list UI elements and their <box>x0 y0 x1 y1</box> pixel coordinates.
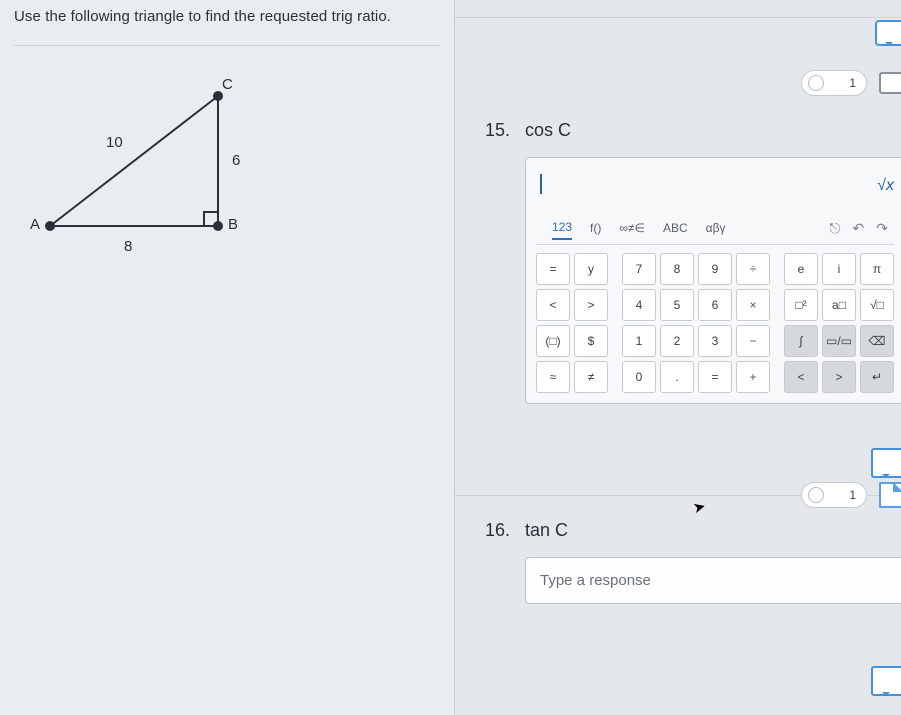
points-value-q16: 1 <box>849 488 856 502</box>
triangle-svg <box>24 66 284 266</box>
expand-icon[interactable] <box>879 72 901 94</box>
key-gt[interactable]: > <box>574 289 608 321</box>
key-equals[interactable]: = <box>698 361 732 393</box>
key-5[interactable]: 5 <box>660 289 694 321</box>
key-8[interactable]: 8 <box>660 253 694 285</box>
side-ca-label: 10 <box>106 134 123 151</box>
key-sq[interactable]: □² <box>784 289 818 321</box>
q15-header: 15. cos C <box>485 120 901 141</box>
comment-icon-q16[interactable] <box>871 666 901 696</box>
math-input-row: √x <box>536 170 894 202</box>
key-plus[interactable]: + <box>736 361 770 393</box>
question-16: 1 16. tan C Type a response <box>485 520 901 604</box>
key-approx[interactable]: ≈ <box>536 361 570 393</box>
tab-sym[interactable]: ∞≠∈ <box>619 217 645 239</box>
keypad: = y 7 8 9 ÷ e i π < > 4 5 <box>536 253 894 393</box>
keypad-tabs: 123 f() ∞≠∈ ABC αβγ ⎋ ↶ ↷ <box>536 216 894 245</box>
key-enter[interactable]: ↵ <box>860 361 894 393</box>
key-1[interactable]: 1 <box>622 325 656 357</box>
key-frac[interactable]: ▭/▭ <box>822 325 856 357</box>
comment-icon-q15[interactable] <box>871 448 901 478</box>
instruction-text: Use the following triangle to find the r… <box>14 6 440 46</box>
math-input[interactable] <box>536 172 867 201</box>
points-value: 1 <box>849 76 856 90</box>
key-left[interactable]: < <box>784 361 818 393</box>
key-right[interactable]: > <box>822 361 856 393</box>
key-9[interactable]: 9 <box>698 253 732 285</box>
key-3[interactable]: 3 <box>698 325 732 357</box>
key-del[interactable]: ⌫ <box>860 325 894 357</box>
key-0[interactable]: 0 <box>622 361 656 393</box>
q15-label: cos C <box>525 120 571 141</box>
tab-greek[interactable]: αβγ <box>706 217 726 239</box>
key-dollar[interactable]: $ <box>574 325 608 357</box>
tab-func[interactable]: f() <box>590 217 601 239</box>
q16-placeholder: Type a response <box>540 572 651 589</box>
undo-icon[interactable]: ↶ <box>853 220 865 237</box>
answer-pane: 1 15. cos C √x 123 f() ∞≠∈ ABC αβ <box>455 0 901 715</box>
points-pill-q16[interactable]: 1 <box>801 482 867 508</box>
question-stem-pane: Use the following triangle to find the r… <box>0 0 455 715</box>
key-mul[interactable]: × <box>736 289 770 321</box>
question-15: 15. cos C √x 123 f() ∞≠∈ ABC αβγ ⎋ ↶ <box>485 120 901 404</box>
key-7[interactable]: 7 <box>622 253 656 285</box>
key-div[interactable]: ÷ <box>736 253 770 285</box>
math-editor: √x 123 f() ∞≠∈ ABC αβγ ⎋ ↶ ↷ = <box>525 157 901 404</box>
triangle-figure: A B C 8 6 10 <box>24 66 284 266</box>
lock-icon[interactable]: ⎋ <box>829 220 840 237</box>
math-mode-icon[interactable]: √x <box>877 177 894 195</box>
tab-123[interactable]: 123 <box>552 216 572 240</box>
key-4[interactable]: 4 <box>622 289 656 321</box>
comment-icon[interactable] <box>875 20 901 46</box>
pill-dot-icon <box>808 75 824 91</box>
key-pow[interactable]: a□ <box>822 289 856 321</box>
mouse-pointer-icon: ➤ <box>691 497 708 518</box>
top-divider <box>455 0 901 18</box>
vertex-a-label: A <box>30 216 40 233</box>
q15-number: 15. <box>485 120 525 141</box>
vertex-c-label: C <box>222 76 233 93</box>
key-6[interactable]: 6 <box>698 289 732 321</box>
q16-header: 16. tan C <box>485 520 901 541</box>
key-e[interactable]: e <box>784 253 818 285</box>
redo-icon[interactable]: ↷ <box>876 220 888 237</box>
key-i[interactable]: i <box>822 253 856 285</box>
q16-response-input[interactable]: Type a response <box>525 557 901 604</box>
key-lt[interactable]: < <box>536 289 570 321</box>
key-y[interactable]: y <box>574 253 608 285</box>
vertex-b-label: B <box>228 216 238 233</box>
file-icon[interactable] <box>879 482 901 508</box>
top-right-controls <box>875 20 901 46</box>
q16-number: 16. <box>485 520 525 541</box>
side-ab-label: 8 <box>124 238 132 255</box>
key-minus[interactable]: − <box>736 325 770 357</box>
side-bc-label: 6 <box>232 152 240 169</box>
key-2[interactable]: 2 <box>660 325 694 357</box>
key-sqrt[interactable]: √□ <box>860 289 894 321</box>
pill-dot-icon-2 <box>808 487 824 503</box>
points-pill[interactable]: 1 <box>801 70 867 96</box>
page-root: Use the following triangle to find the r… <box>0 0 901 715</box>
q16-label: tan C <box>525 520 568 541</box>
key-int[interactable]: ∫ <box>784 325 818 357</box>
key-paren[interactable]: (□) <box>536 325 570 357</box>
key-dot[interactable]: . <box>660 361 694 393</box>
key-pi[interactable]: π <box>860 253 894 285</box>
tab-abc[interactable]: ABC <box>663 217 688 239</box>
key-neq[interactable]: ≠ <box>574 361 608 393</box>
key-eq[interactable]: = <box>536 253 570 285</box>
